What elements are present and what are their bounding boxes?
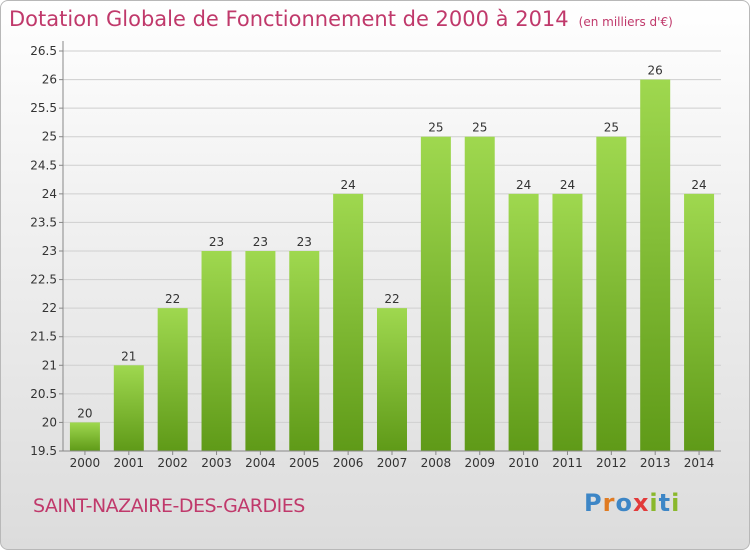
bar-2010 bbox=[508, 193, 539, 451]
value-label-2012: 25 bbox=[604, 121, 619, 135]
x-tick-label-2006: 2006 bbox=[333, 456, 364, 470]
bar-2011 bbox=[552, 193, 583, 451]
y-tick-label: 23.5 bbox=[30, 215, 57, 229]
value-label-2004: 23 bbox=[253, 235, 268, 249]
x-tick-label-2002: 2002 bbox=[157, 456, 188, 470]
value-label-2007: 22 bbox=[384, 292, 399, 306]
chart-unit: (en milliers d'€) bbox=[578, 15, 673, 29]
logo-letter: r bbox=[602, 489, 616, 517]
value-label-2010: 24 bbox=[516, 178, 531, 192]
bar-2009 bbox=[464, 136, 495, 451]
y-tick-label: 20.5 bbox=[30, 387, 57, 401]
proxiti-logo: Proxiti bbox=[584, 489, 680, 517]
value-label-2006: 24 bbox=[340, 178, 355, 192]
value-label-2013: 26 bbox=[648, 64, 663, 78]
value-label-2001: 21 bbox=[121, 349, 136, 363]
logo-letter: P bbox=[584, 489, 603, 517]
y-axis-ticks: 19.5 20 20.5 21 21.5 22 22.5 23 23.5 24 24.5 25 25.5… bbox=[30, 44, 63, 458]
value-label-2014: 24 bbox=[691, 178, 706, 192]
x-tick-label-2011: 2011 bbox=[552, 456, 583, 470]
value-label-2008: 25 bbox=[428, 121, 443, 135]
y-tick-label: 23 bbox=[42, 244, 57, 258]
bar-2004 bbox=[245, 251, 276, 451]
x-tick-label-2007: 2007 bbox=[377, 456, 408, 470]
y-tick-label: 19.5 bbox=[30, 444, 57, 458]
logo-letter: i bbox=[649, 489, 659, 517]
value-label-2009: 25 bbox=[472, 121, 487, 135]
y-tick-label: 22.5 bbox=[30, 273, 57, 287]
logo-letter: t bbox=[658, 489, 672, 517]
bars: 20 21 22 23 23 23 24 22 25 25 24 24 25 26 24 bbox=[69, 64, 715, 452]
y-tick-label: 24 bbox=[42, 187, 57, 201]
logo-letter: o bbox=[615, 489, 633, 517]
y-tick-label: 20 bbox=[42, 415, 57, 429]
logo-letter: x bbox=[632, 489, 650, 517]
x-tick-label-2000: 2000 bbox=[70, 456, 101, 470]
bar-2005 bbox=[289, 251, 320, 451]
y-tick-label: 24.5 bbox=[30, 158, 57, 172]
logo-letter: i bbox=[671, 489, 681, 517]
y-tick-label: 26 bbox=[42, 73, 57, 87]
x-tick-label-2012: 2012 bbox=[596, 456, 627, 470]
value-label-2005: 23 bbox=[297, 235, 312, 249]
value-label-2002: 22 bbox=[165, 292, 180, 306]
x-tick-label-2009: 2009 bbox=[464, 456, 495, 470]
y-tick-label: 21 bbox=[42, 358, 57, 372]
value-label-2003: 23 bbox=[209, 235, 224, 249]
bar-2007 bbox=[377, 308, 407, 451]
x-tick-label-2014: 2014 bbox=[684, 456, 715, 470]
bar-2012 bbox=[596, 136, 627, 451]
y-tick-label: 21.5 bbox=[30, 330, 57, 344]
bar-2003 bbox=[201, 251, 232, 451]
x-tick-label-2010: 2010 bbox=[508, 456, 539, 470]
chart-title-text: Dotation Globale de Fonctionnement de 20… bbox=[9, 7, 569, 31]
bar-2008 bbox=[420, 136, 451, 451]
value-label-2000: 20 bbox=[77, 406, 92, 420]
chart-title: Dotation Globale de Fonctionnement de 20… bbox=[9, 7, 673, 31]
bar-2013 bbox=[640, 79, 671, 452]
bar-2002 bbox=[157, 308, 188, 451]
y-tick-label: 25.5 bbox=[30, 101, 57, 115]
x-tick-label-2005: 2005 bbox=[289, 456, 320, 470]
x-tick-label-2004: 2004 bbox=[245, 456, 276, 470]
y-tick-label: 22 bbox=[42, 301, 57, 315]
y-tick-label: 26.5 bbox=[30, 44, 57, 58]
value-label-2011: 24 bbox=[560, 178, 575, 192]
x-axis-ticks: 2000 2001 2002 2003 2004 2005 2006 2007 2008 2009… bbox=[70, 451, 715, 470]
bar-2000 bbox=[69, 422, 100, 451]
bar-2006 bbox=[333, 193, 364, 451]
x-tick-label-2001: 2001 bbox=[114, 456, 145, 470]
bar-2001 bbox=[113, 365, 144, 451]
x-tick-label-2013: 2013 bbox=[640, 456, 671, 470]
x-tick-label-2003: 2003 bbox=[201, 456, 232, 470]
bar-2014 bbox=[684, 193, 715, 451]
commune-name: SAINT-NAZAIRE-DES-GARDIES bbox=[33, 495, 305, 517]
x-tick-label-2008: 2008 bbox=[421, 456, 452, 470]
y-tick-label: 25 bbox=[42, 130, 57, 144]
